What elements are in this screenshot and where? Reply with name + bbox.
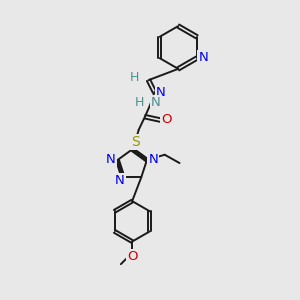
Text: O: O	[127, 250, 137, 263]
Text: N: N	[148, 153, 158, 166]
Text: N: N	[198, 51, 208, 64]
Text: N: N	[151, 96, 161, 109]
Text: H: H	[135, 96, 145, 109]
Text: H: H	[130, 71, 139, 84]
Text: O: O	[161, 113, 172, 126]
Text: S: S	[131, 135, 140, 149]
Text: N: N	[156, 85, 166, 98]
Text: N: N	[115, 174, 125, 188]
Text: N: N	[106, 153, 116, 166]
